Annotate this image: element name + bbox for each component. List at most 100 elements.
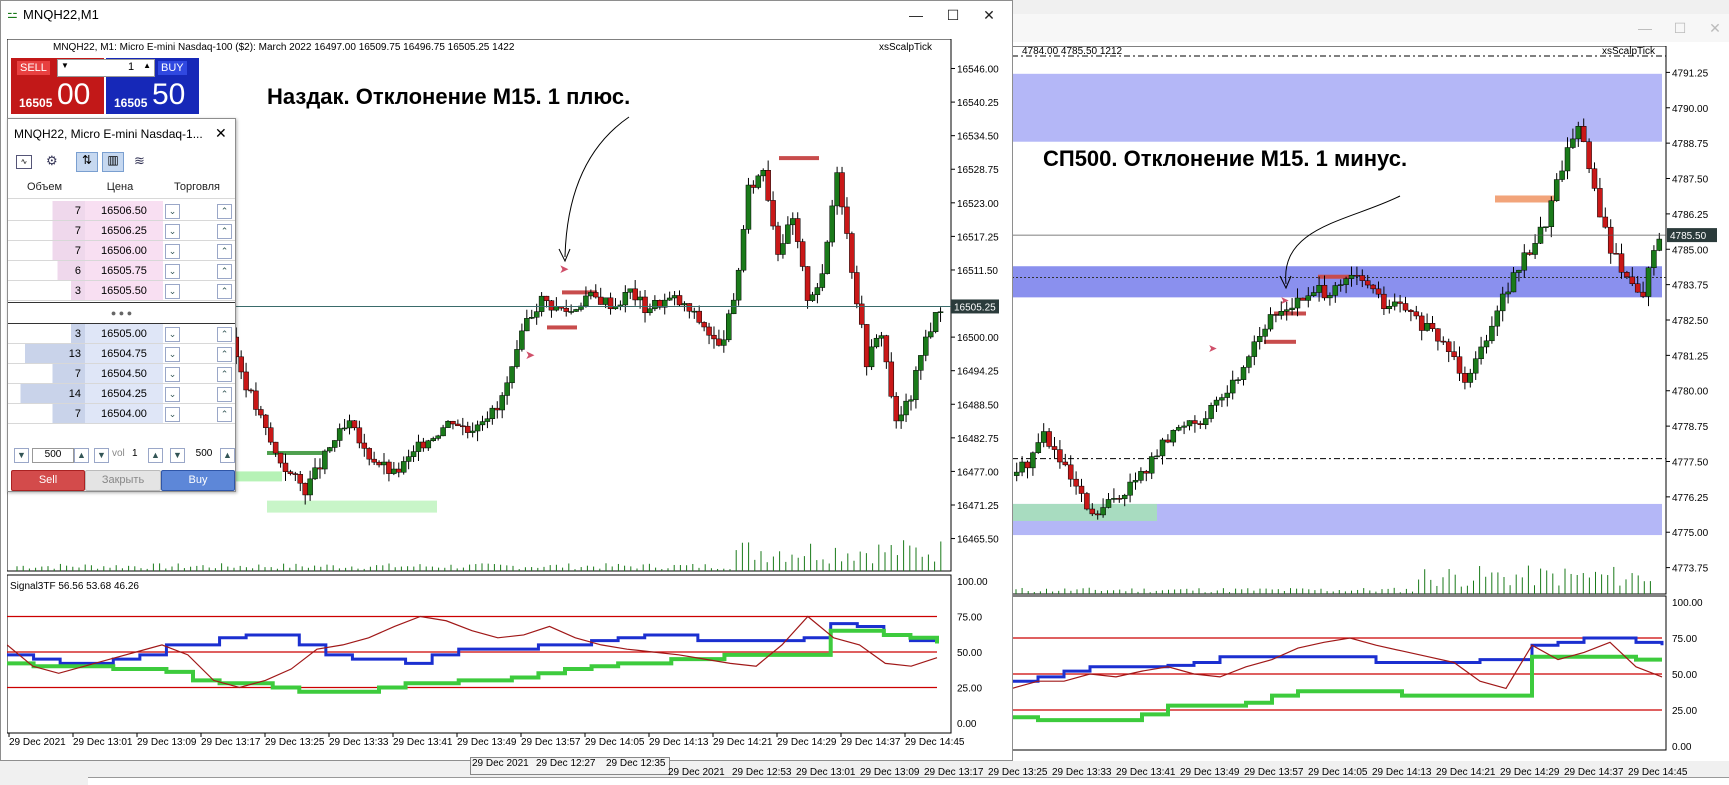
candle-body (396, 468, 402, 473)
chevron-down-icon[interactable]: ⌄ (165, 367, 180, 382)
resistance-marker (1318, 274, 1350, 279)
settings-icon[interactable]: ⚙ (46, 153, 58, 168)
dom-close-button[interactable]: Закрыть (85, 470, 161, 491)
chevron-up-icon[interactable]: ⌃ (217, 284, 232, 299)
dom-buy-button[interactable]: Buy (161, 470, 235, 491)
maximize-icon[interactable]: ☐ (1673, 20, 1687, 36)
chevron-up-icon[interactable]: ⌃ (217, 367, 232, 382)
es-annotation: СП500. Отклонение М15. 1 минус. (1043, 146, 1408, 171)
tick-mode-icon[interactable]: ⇅ (76, 152, 98, 172)
chevron-down-icon[interactable]: ⌄ (165, 387, 180, 402)
vol-input[interactable]: 1 (132, 448, 138, 459)
candle-body (282, 462, 289, 472)
chevron-up-icon[interactable]: ⌃ (217, 224, 232, 239)
dom-ask-row[interactable]: 7 16506.25 ⌄ ⌃ (8, 220, 235, 241)
chevron-down-icon[interactable]: ▼ (61, 61, 69, 70)
dom-price[interactable]: 16506.50 (85, 201, 163, 221)
minimize-icon[interactable]: — (1638, 20, 1652, 36)
close-icon[interactable]: ✕ (215, 125, 227, 141)
chevron-up-icon[interactable]: ⌃ (217, 327, 232, 342)
annotation-arrowhead (558, 248, 571, 263)
qty-right-input[interactable]: 500 (195, 448, 213, 459)
chevron-down-icon[interactable]: ▼ (14, 448, 29, 463)
sell-price-small: 16505 (19, 96, 53, 110)
dom-bid-row[interactable]: 13 16504.75 ⌄ ⌃ (8, 343, 235, 364)
dom-trade-cell: ⌄ ⌃ (163, 280, 235, 301)
chevron-up-icon[interactable]: ⌃ (217, 244, 232, 259)
y-tick-label: 16517.25 (957, 232, 999, 243)
minimize-icon[interactable]: — (909, 7, 923, 23)
lot-input[interactable]: ▼ 1 ▲ (57, 59, 155, 77)
dom-price[interactable]: 16505.50 (85, 280, 163, 301)
chevron-up-icon[interactable]: ▲ (74, 448, 89, 463)
y-tick-label: 4782.50 (1672, 316, 1709, 327)
dom-ask-row[interactable]: 7 16506.00 ⌄ ⌃ (8, 240, 235, 261)
maximize-icon[interactable]: ☐ (946, 7, 960, 23)
chevron-down-icon[interactable]: ⌄ (165, 347, 180, 362)
dom-price[interactable]: 16506.25 (85, 220, 163, 241)
oscillator-tick-label: 0.00 (1672, 742, 1692, 753)
close-icon[interactable]: ✕ (983, 7, 995, 23)
dom-price[interactable]: 16504.00 (85, 403, 163, 424)
y-tick-label: 16500.00 (957, 333, 999, 344)
close-icon[interactable]: ✕ (1709, 20, 1721, 36)
candle-body (1467, 372, 1474, 383)
dom-header-row: Объем Цена Торговля (8, 176, 235, 199)
x-tick-label: 29 Dec 14:05 (1308, 767, 1368, 778)
chart-icon[interactable]: ∿ (16, 155, 32, 169)
chevron-up-icon[interactable]: ⌃ (217, 407, 232, 422)
candle-body (735, 269, 742, 301)
chevron-up-icon[interactable]: ⌃ (217, 264, 232, 279)
chevron-down-icon[interactable]: ⌄ (165, 407, 180, 422)
y-tick-label: 16534.50 (957, 132, 999, 143)
candle-body (238, 356, 244, 373)
y-tick-label: 4778.75 (1672, 422, 1709, 433)
dom-bid-row[interactable]: 3 16505.00 ⌄ ⌃ (8, 324, 235, 344)
candle-body (1456, 356, 1463, 374)
candle-body (425, 440, 432, 449)
candle-body (504, 382, 510, 396)
es-chart-canvas[interactable]: 4791.25 4790.00 4788.75 4787.50 4786.25 4785.… (1010, 46, 1729, 761)
candle-body (1321, 285, 1328, 299)
chevron-up-icon[interactable]: ⌃ (217, 204, 232, 219)
one-click-trade-panel: SELL 16505 00 BUY 16505 50 ▼ 1 ▲ (11, 58, 199, 114)
chevron-up-icon[interactable]: ▲ (220, 448, 235, 463)
col-volume: Объем (8, 176, 81, 199)
chevron-up-icon[interactable]: ⌃ (217, 387, 232, 402)
dom-ask-row[interactable]: 6 16505.75 ⌄ ⌃ (8, 260, 235, 281)
chevron-down-icon[interactable]: ⌄ (165, 224, 180, 239)
chevron-up-icon[interactable]: ▲ (148, 448, 163, 463)
dom-price[interactable]: 16505.00 (85, 324, 163, 344)
dom-price[interactable]: 16506.00 (85, 240, 163, 261)
chevron-down-icon[interactable]: ⌄ (165, 327, 180, 342)
dom-price[interactable]: 16504.25 (85, 383, 163, 404)
qty-left-input[interactable]: 500 (32, 448, 74, 463)
chevron-down-icon[interactable]: ⌄ (165, 204, 180, 219)
oscillator-series-line (7, 628, 939, 694)
candle-body (937, 311, 944, 313)
annotation-arrow (564, 116, 630, 258)
dom-bid-row[interactable]: 7 16504.50 ⌄ ⌃ (8, 363, 235, 384)
candle-body (1586, 141, 1592, 170)
dom-price[interactable]: 16504.50 (85, 363, 163, 384)
chevron-down-icon[interactable]: ⌄ (165, 284, 180, 299)
dom-bid-row[interactable]: 7 16504.00 ⌄ ⌃ (8, 403, 235, 424)
chevron-down-icon[interactable]: ⌄ (165, 244, 180, 259)
dom-ask-row[interactable]: 3 16505.50 ⌄ ⌃ (8, 280, 235, 301)
chevron-down-icon[interactable]: ▼ (94, 448, 109, 463)
chevron-down-icon[interactable]: ▼ (170, 448, 185, 463)
candle-body (1607, 226, 1614, 254)
dom-ask-row[interactable]: 7 16506.50 ⌄ ⌃ (8, 201, 235, 221)
resistance-marker (1274, 311, 1306, 316)
indicator-icon[interactable]: ≋ (134, 153, 145, 168)
dom-bid-row[interactable]: 14 16504.25 ⌄ ⌃ (8, 383, 235, 404)
candle-body (1402, 303, 1409, 311)
columns-icon[interactable]: ▥ (102, 152, 124, 172)
dom-price[interactable]: 16504.75 (85, 343, 163, 364)
chevron-down-icon[interactable]: ⌄ (165, 264, 180, 279)
candle-body (1181, 425, 1187, 428)
chevron-up-icon[interactable]: ▲ (143, 61, 151, 70)
dom-price[interactable]: 16505.75 (85, 260, 163, 281)
chevron-up-icon[interactable]: ⌃ (217, 347, 232, 362)
dom-sell-button[interactable]: Sell (11, 470, 85, 491)
